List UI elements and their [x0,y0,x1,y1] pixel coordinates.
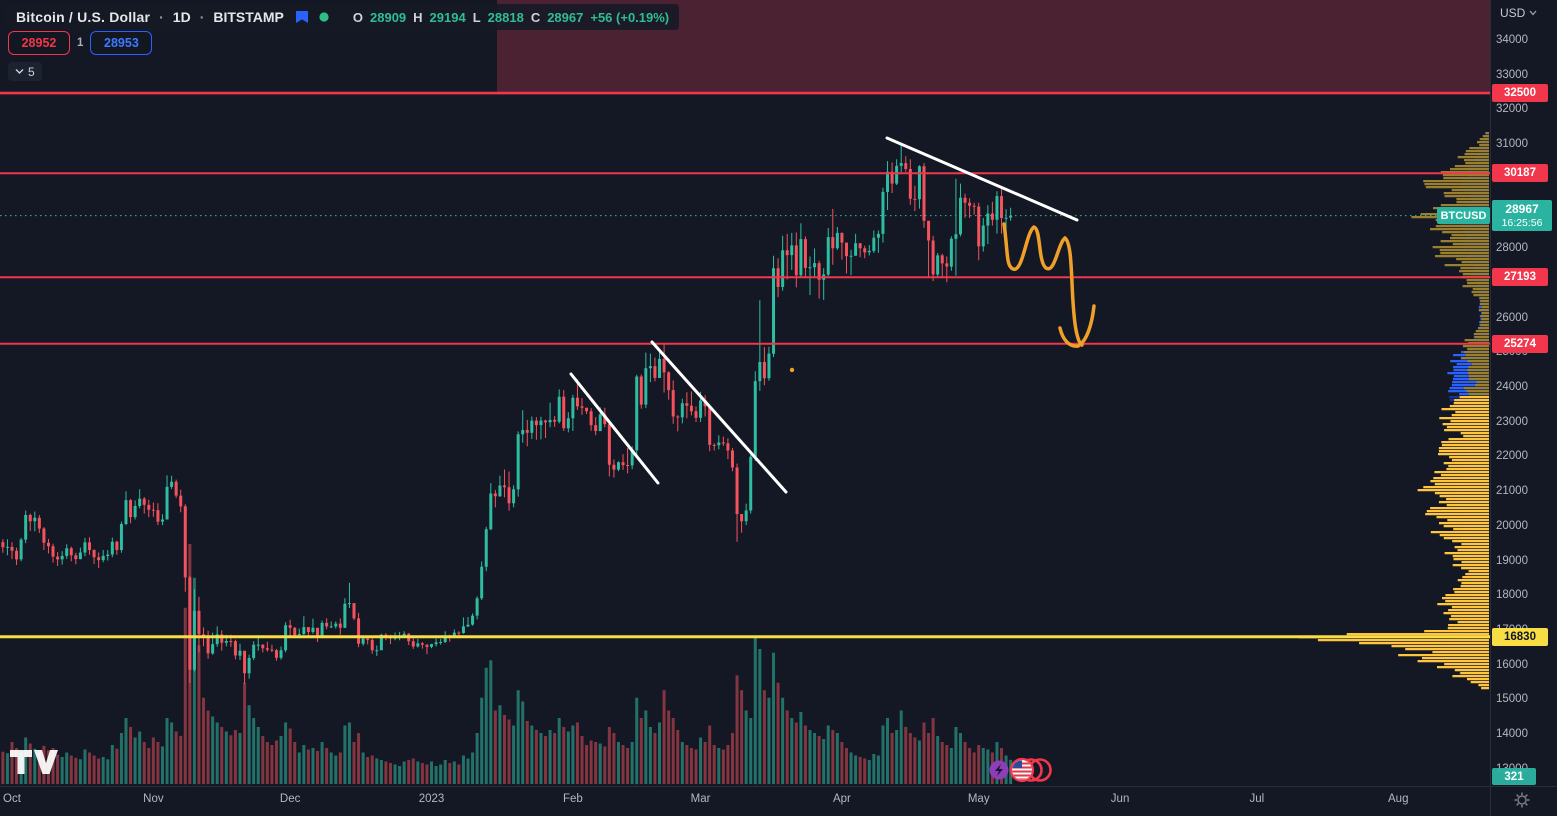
high-value: 29194 [429,9,466,25]
price-level-label-27193: 27193 [1492,268,1548,287]
price-tick: 22000 [1496,450,1528,463]
time-tick-May[interactable]: May [967,793,990,805]
chevron-down-icon [1529,10,1537,16]
time-tick-Jul[interactable]: Jul [1249,793,1265,805]
price-tick: 33000 [1496,68,1528,81]
close-value: 28967 [547,9,584,25]
lightning-icon [995,764,1003,776]
current-price-value: 28967 [1505,201,1539,216]
bar-countdown: 16:25:56 [1501,216,1543,229]
time-tick-Dec[interactable]: Dec [279,793,301,805]
flag-icon[interactable] [295,10,309,24]
settings-gear-icon[interactable] [1514,792,1530,813]
change-value: +56 (+0.19%) [590,9,670,25]
price-level-label-25274: 25274 [1492,334,1548,353]
price-tick: 23000 [1496,415,1528,428]
candle-bodies-down [1,163,1004,674]
ohlc-readout: O 28909 H 29194 L 28818 C 28967 +56 (+0.19%) [353,10,669,25]
price-level-label-30187: 30187 [1492,164,1548,183]
price-tick: 31000 [1496,138,1528,151]
time-tick-Jun[interactable]: Jun [1110,793,1130,805]
low-label: L [472,9,481,25]
time-tick-Mar[interactable]: Mar [690,793,711,805]
price-tick: 18000 [1496,589,1528,602]
volume-value-label: 321 [1492,768,1536,785]
low-value: 28818 [487,9,524,25]
candle-bodies-up [5,163,1013,674]
sketch-dot-drawing[interactable] [789,367,795,373]
currency-selector[interactable]: USD [1500,6,1537,20]
volume-profile-yellow-lower [1298,396,1489,690]
open-value: 28909 [370,9,407,25]
tradingview-logo[interactable] [8,748,60,783]
current-price-label: 28967 16:25:56 [1492,200,1552,232]
price-tick: 28000 [1496,242,1528,255]
open-label: O [352,9,363,25]
time-tick-Nov[interactable]: Nov [143,793,164,805]
price-tick: 34000 [1496,34,1528,46]
time-tick-Apr[interactable]: Apr [832,793,851,805]
spread-value: 1 [77,37,84,49]
market-status-icon [319,12,329,22]
sketch-arrow-head[interactable] [1076,304,1096,348]
drawings-count-button[interactable]: 5 [8,62,42,81]
drawings-count: 5 [28,64,35,79]
volume-bars-up [5,577,1013,785]
trendline-drawing-2[interactable] [650,340,788,494]
header-separator: · [199,9,205,25]
price-tick: 16000 [1496,658,1528,671]
time-tick-Oct[interactable]: Oct [3,793,21,805]
volume-profile-yellow-upper [1411,132,1489,396]
price-axis-border [1490,0,1491,816]
symbol-price-tag: BTCUSD [1437,207,1490,225]
price-tick: 21000 [1496,485,1528,498]
flag-stripe [1012,770,1032,773]
flag-stripe [1012,774,1032,777]
price-level-label-16830: 16830 [1492,627,1548,646]
buy-sell-widget: 28952 1 28953 [8,31,153,55]
price-tick: 19000 [1496,554,1528,567]
sketch-arrow-drawing[interactable] [1002,222,1084,347]
high-label: H [413,9,423,25]
exchange-label: BITSTAMP [213,9,284,25]
sketch-arrow-head[interactable] [1058,326,1080,348]
time-tick-Aug[interactable]: Aug [1388,793,1409,805]
price-tick: 15000 [1496,693,1528,706]
price-tick: 26000 [1496,311,1528,324]
flag-canton [1012,760,1022,768]
time-tick-Feb[interactable]: Feb [562,793,583,805]
buy-button[interactable]: 28953 [90,31,153,55]
price-tick: 24000 [1496,381,1528,393]
time-axis-border [0,786,1557,787]
trendline-drawing-3[interactable] [885,136,1079,222]
price-level-label-32500: 32500 [1492,84,1548,103]
trendline-drawing-1[interactable] [569,372,660,485]
close-label: C [530,9,541,25]
candle-wicks-down [2,156,1003,684]
symbol-title[interactable]: Bitcoin / U.S. Dollar [16,9,151,25]
header-separator: · [159,9,164,25]
price-tick: 20000 [1496,519,1528,532]
candle-wicks-up [6,143,1012,679]
time-tick-2023[interactable]: 2023 [418,793,445,805]
currency-label: USD [1500,6,1526,20]
sell-button[interactable]: 28952 [8,31,70,55]
price-tick: 32000 [1496,103,1528,116]
volume-bars-down [1,544,1004,785]
flag-stripe [1012,778,1032,780]
interval-label[interactable]: 1D [172,9,191,25]
price-tick: 14000 [1496,728,1528,740]
chevron-down-icon [15,69,24,74]
